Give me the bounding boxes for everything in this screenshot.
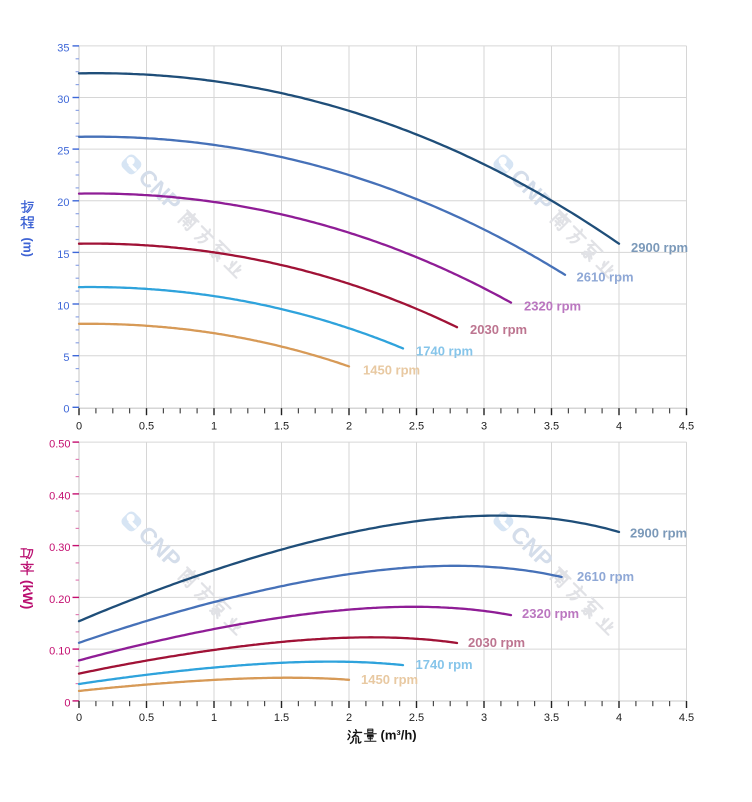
- svg-text:0.5: 0.5: [139, 421, 154, 433]
- svg-text:2320 rpm: 2320 rpm: [524, 299, 581, 314]
- svg-text:2610 rpm: 2610 rpm: [577, 270, 634, 285]
- svg-text:0: 0: [64, 697, 70, 709]
- svg-text:2: 2: [346, 421, 352, 433]
- svg-text:2030 rpm: 2030 rpm: [470, 322, 527, 337]
- svg-text:0.50: 0.50: [49, 439, 70, 451]
- svg-text:(m): (m): [20, 238, 34, 257]
- svg-text:25: 25: [57, 146, 69, 158]
- svg-text:0.40: 0.40: [49, 490, 70, 502]
- svg-text:5: 5: [63, 352, 69, 364]
- svg-text:0.5: 0.5: [139, 712, 154, 724]
- svg-text:3: 3: [481, 712, 487, 724]
- svg-text:2610 rpm: 2610 rpm: [577, 569, 634, 584]
- svg-text:(m³/h): (m³/h): [381, 728, 417, 743]
- svg-text:0.10: 0.10: [49, 646, 70, 658]
- svg-text:15: 15: [57, 249, 69, 261]
- svg-text:3.5: 3.5: [544, 712, 559, 724]
- svg-text:0: 0: [76, 712, 82, 724]
- svg-text:30: 30: [57, 94, 69, 106]
- svg-text:4: 4: [616, 421, 622, 433]
- svg-text:35: 35: [57, 42, 69, 54]
- svg-text:(kW): (kW): [20, 580, 35, 609]
- svg-text:3: 3: [481, 421, 487, 433]
- svg-text:1.5: 1.5: [274, 712, 289, 724]
- svg-text:0.20: 0.20: [49, 594, 70, 606]
- svg-text:2900 rpm: 2900 rpm: [630, 526, 687, 541]
- svg-text:1740 rpm: 1740 rpm: [416, 657, 473, 672]
- svg-text:4.5: 4.5: [679, 712, 694, 724]
- svg-text:3.5: 3.5: [544, 421, 559, 433]
- svg-text:1740 rpm: 1740 rpm: [416, 344, 473, 359]
- svg-text:2.5: 2.5: [409, 421, 424, 433]
- svg-text:4: 4: [616, 712, 622, 724]
- svg-text:2030 rpm: 2030 rpm: [468, 635, 525, 650]
- svg-text:0.30: 0.30: [49, 542, 70, 554]
- svg-text:20: 20: [57, 197, 69, 209]
- svg-text:1450 rpm: 1450 rpm: [361, 672, 418, 687]
- svg-text:0: 0: [76, 421, 82, 433]
- svg-text:1450 rpm: 1450 rpm: [363, 362, 420, 377]
- svg-text:2900 rpm: 2900 rpm: [631, 240, 688, 255]
- svg-text:2.5: 2.5: [409, 712, 424, 724]
- svg-text:1: 1: [211, 712, 217, 724]
- svg-text:1.5: 1.5: [274, 421, 289, 433]
- svg-text:0: 0: [63, 404, 69, 416]
- svg-text:10: 10: [57, 300, 69, 312]
- svg-text:4.5: 4.5: [679, 421, 694, 433]
- svg-text:2320 rpm: 2320 rpm: [522, 606, 579, 621]
- svg-text:1: 1: [211, 421, 217, 433]
- svg-text:2: 2: [346, 712, 352, 724]
